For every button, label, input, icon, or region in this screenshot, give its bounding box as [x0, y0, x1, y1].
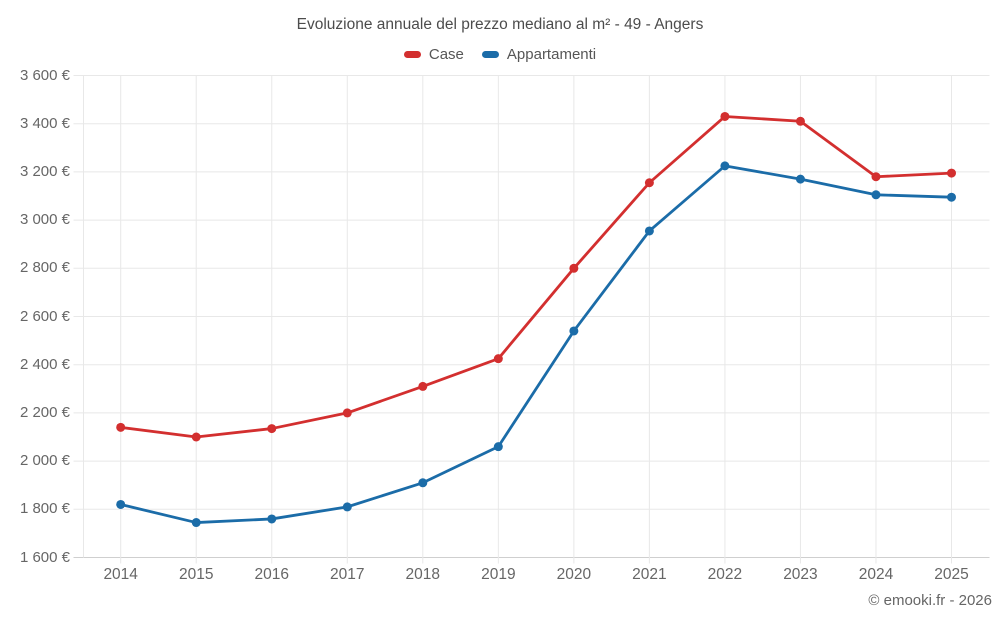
- data-point-case-2021[interactable]: [644, 178, 654, 188]
- x-axis-label: 2020: [556, 566, 592, 583]
- legend-label-case: Case: [428, 46, 464, 63]
- data-point-case-2020[interactable]: [569, 263, 579, 273]
- data-point-case-2019[interactable]: [493, 354, 503, 364]
- legend-item-case[interactable]: Case: [403, 46, 464, 63]
- data-point-case-2018[interactable]: [418, 381, 428, 391]
- x-axis-label: 2025: [934, 566, 969, 583]
- x-axis-label: 2022: [707, 566, 743, 583]
- legend-item-appartamenti[interactable]: Appartamenti: [481, 46, 597, 63]
- x-axis-label: 2024: [858, 566, 894, 583]
- y-axis-label: 2 800 €: [19, 259, 70, 277]
- data-point-appartamenti-2016[interactable]: [267, 514, 277, 524]
- y-axis-label: 2 200 €: [19, 403, 70, 421]
- data-point-case-2025[interactable]: [947, 168, 956, 178]
- data-point-appartamenti-2021[interactable]: [644, 226, 654, 236]
- y-axis-label: 2 000 €: [19, 452, 70, 470]
- y-axis-label: 1 800 €: [19, 500, 70, 518]
- y-axis-label: 2 600 €: [19, 307, 70, 325]
- x-axis-label: 2015: [178, 566, 214, 583]
- y-axis-label: 2 400 €: [19, 355, 70, 373]
- data-point-appartamenti-2015[interactable]: [191, 518, 201, 528]
- data-point-appartamenti-2022[interactable]: [720, 161, 730, 171]
- x-axis-label: 2019: [481, 566, 516, 583]
- data-point-appartamenti-2018[interactable]: [418, 478, 428, 488]
- data-point-case-2024[interactable]: [871, 172, 881, 182]
- legend-swatch-appartamenti-icon: [481, 51, 499, 58]
- x-axis-label: 2017: [330, 566, 365, 583]
- data-point-appartamenti-2014[interactable]: [116, 499, 126, 509]
- copyright-text: © emooki.fr - 2026: [868, 592, 992, 609]
- x-axis-label: 2014: [103, 566, 138, 583]
- series-line-case: [119, 115, 953, 439]
- y-axis-label: 3 400 €: [19, 114, 70, 132]
- data-point-case-2014[interactable]: [116, 422, 126, 432]
- x-axis-label: 2023: [783, 566, 818, 583]
- y-axis-label: 3 600 €: [19, 66, 70, 84]
- y-axis-label: 3 200 €: [19, 162, 70, 180]
- legend-label-appartamenti: Appartamenti: [506, 46, 597, 63]
- series-line-appartamenti: [119, 164, 953, 524]
- data-point-case-2017[interactable]: [342, 408, 352, 418]
- legend-swatch-case-icon: [403, 51, 421, 58]
- data-point-appartamenti-2024[interactable]: [871, 190, 881, 200]
- data-point-case-2023[interactable]: [795, 116, 805, 126]
- data-point-appartamenti-2017[interactable]: [342, 502, 352, 512]
- data-point-appartamenti-2019[interactable]: [493, 442, 503, 452]
- data-point-case-2016[interactable]: [267, 424, 277, 434]
- data-point-appartamenti-2025[interactable]: [947, 192, 956, 202]
- x-axis-label: 2021: [632, 566, 667, 583]
- legend: Case Appartamenti: [0, 46, 1000, 63]
- y-axis-label: 1 600 €: [19, 548, 70, 566]
- data-point-case-2022[interactable]: [720, 111, 730, 121]
- data-point-case-2015[interactable]: [191, 432, 201, 442]
- y-axis-label: 3 000 €: [19, 211, 70, 229]
- chart-title: Evoluzione annuale del prezzo mediano al…: [296, 16, 704, 33]
- x-axis-label: 2018: [405, 566, 441, 583]
- data-point-appartamenti-2020[interactable]: [569, 326, 579, 336]
- x-axis-label: 2016: [254, 566, 289, 583]
- data-point-appartamenti-2023[interactable]: [795, 174, 805, 184]
